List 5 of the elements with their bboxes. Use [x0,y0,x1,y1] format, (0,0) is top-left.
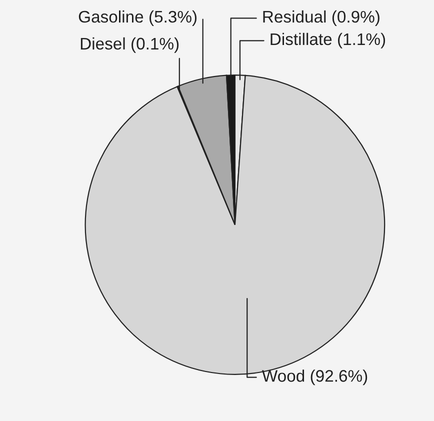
slice-label: Distillate (1.1%) [270,32,386,48]
slice-label: Gasoline (5.3%) [78,10,197,26]
slice-label: Diesel (0.1%) [80,37,179,53]
slice-label: Residual (0.9%) [263,10,380,26]
slice-label: Wood (92.6%) [262,370,368,386]
